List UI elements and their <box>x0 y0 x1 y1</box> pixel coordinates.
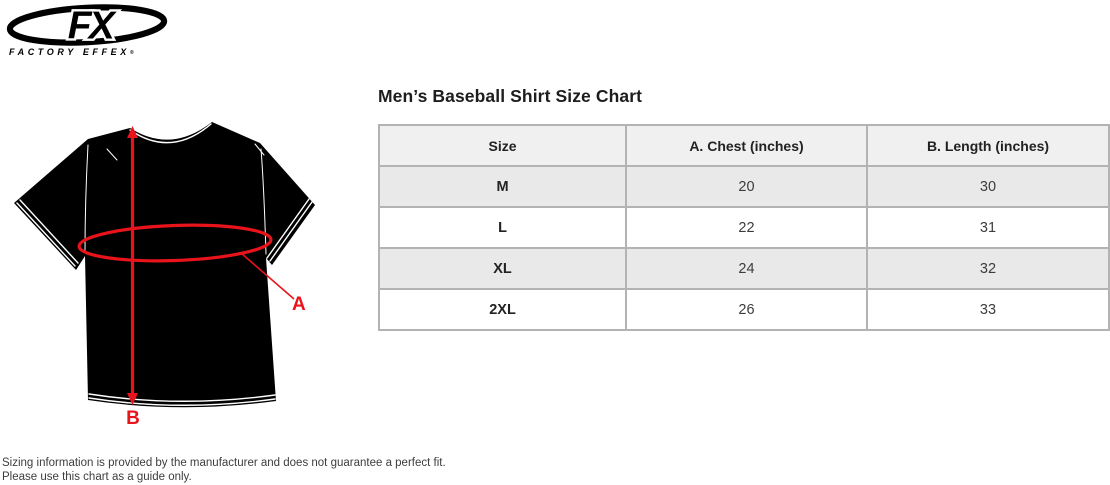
size-cell: XL <box>378 247 627 290</box>
arrow-down-icon <box>127 393 138 405</box>
disclaimer-line-2: Please use this chart as a guide only. <box>2 470 192 483</box>
registered-mark: ® <box>129 50 134 56</box>
chest-cell: 24 <box>625 247 868 290</box>
logo-tagline-text: FACTORY EFFEX <box>9 47 130 57</box>
column-header-length: B. Length (inches) <box>866 124 1110 167</box>
chest-measure-ellipse <box>77 223 273 263</box>
size-cell: 2XL <box>378 288 627 331</box>
length-cell: 32 <box>866 247 1110 290</box>
size-chart-table: Size A. Chest (inches) B. Length (inches… <box>378 124 1110 331</box>
fx-logo-text: FX <box>68 4 117 46</box>
disclaimer-line-1: Sizing information is provided by the ma… <box>2 457 446 469</box>
measurement-label-b: B <box>126 408 140 429</box>
page-title: Men’s Baseball Shirt Size Chart <box>378 86 643 106</box>
table-row: L 22 31 <box>378 206 1110 249</box>
table-row: XL 24 32 <box>378 247 1110 290</box>
chest-cell: 20 <box>625 165 868 208</box>
table-header-row: Size A. Chest (inches) B. Length (inches… <box>378 124 1110 167</box>
shirt-measurement-diagram: A B <box>14 117 315 429</box>
table-row: M 20 30 <box>378 165 1110 208</box>
chest-cell: 26 <box>625 288 868 331</box>
measurement-label-a: A <box>292 294 306 315</box>
sizing-disclaimer: Sizing information is provided by the ma… <box>2 457 446 484</box>
shirt-silhouette <box>14 122 315 408</box>
column-header-size: Size <box>378 124 627 167</box>
shirt-seam-details <box>16 117 313 406</box>
size-cell: L <box>378 206 627 249</box>
factory-effex-logo: FX FACTORY EFFEX® <box>6 4 171 57</box>
table-row: 2XL 26 33 <box>378 288 1110 331</box>
length-cell: 31 <box>866 206 1110 249</box>
length-cell: 30 <box>866 165 1110 208</box>
size-cell: M <box>378 165 627 208</box>
measurement-overlays: A B <box>77 126 306 429</box>
arrow-up-icon <box>127 126 138 138</box>
fx-oval-icon: FX <box>6 4 168 46</box>
column-header-chest: A. Chest (inches) <box>625 124 868 167</box>
chest-label-leader-line <box>240 252 295 300</box>
logo-tagline: FACTORY EFFEX® <box>6 47 171 57</box>
chest-cell: 22 <box>625 206 868 249</box>
length-cell: 33 <box>866 288 1110 331</box>
